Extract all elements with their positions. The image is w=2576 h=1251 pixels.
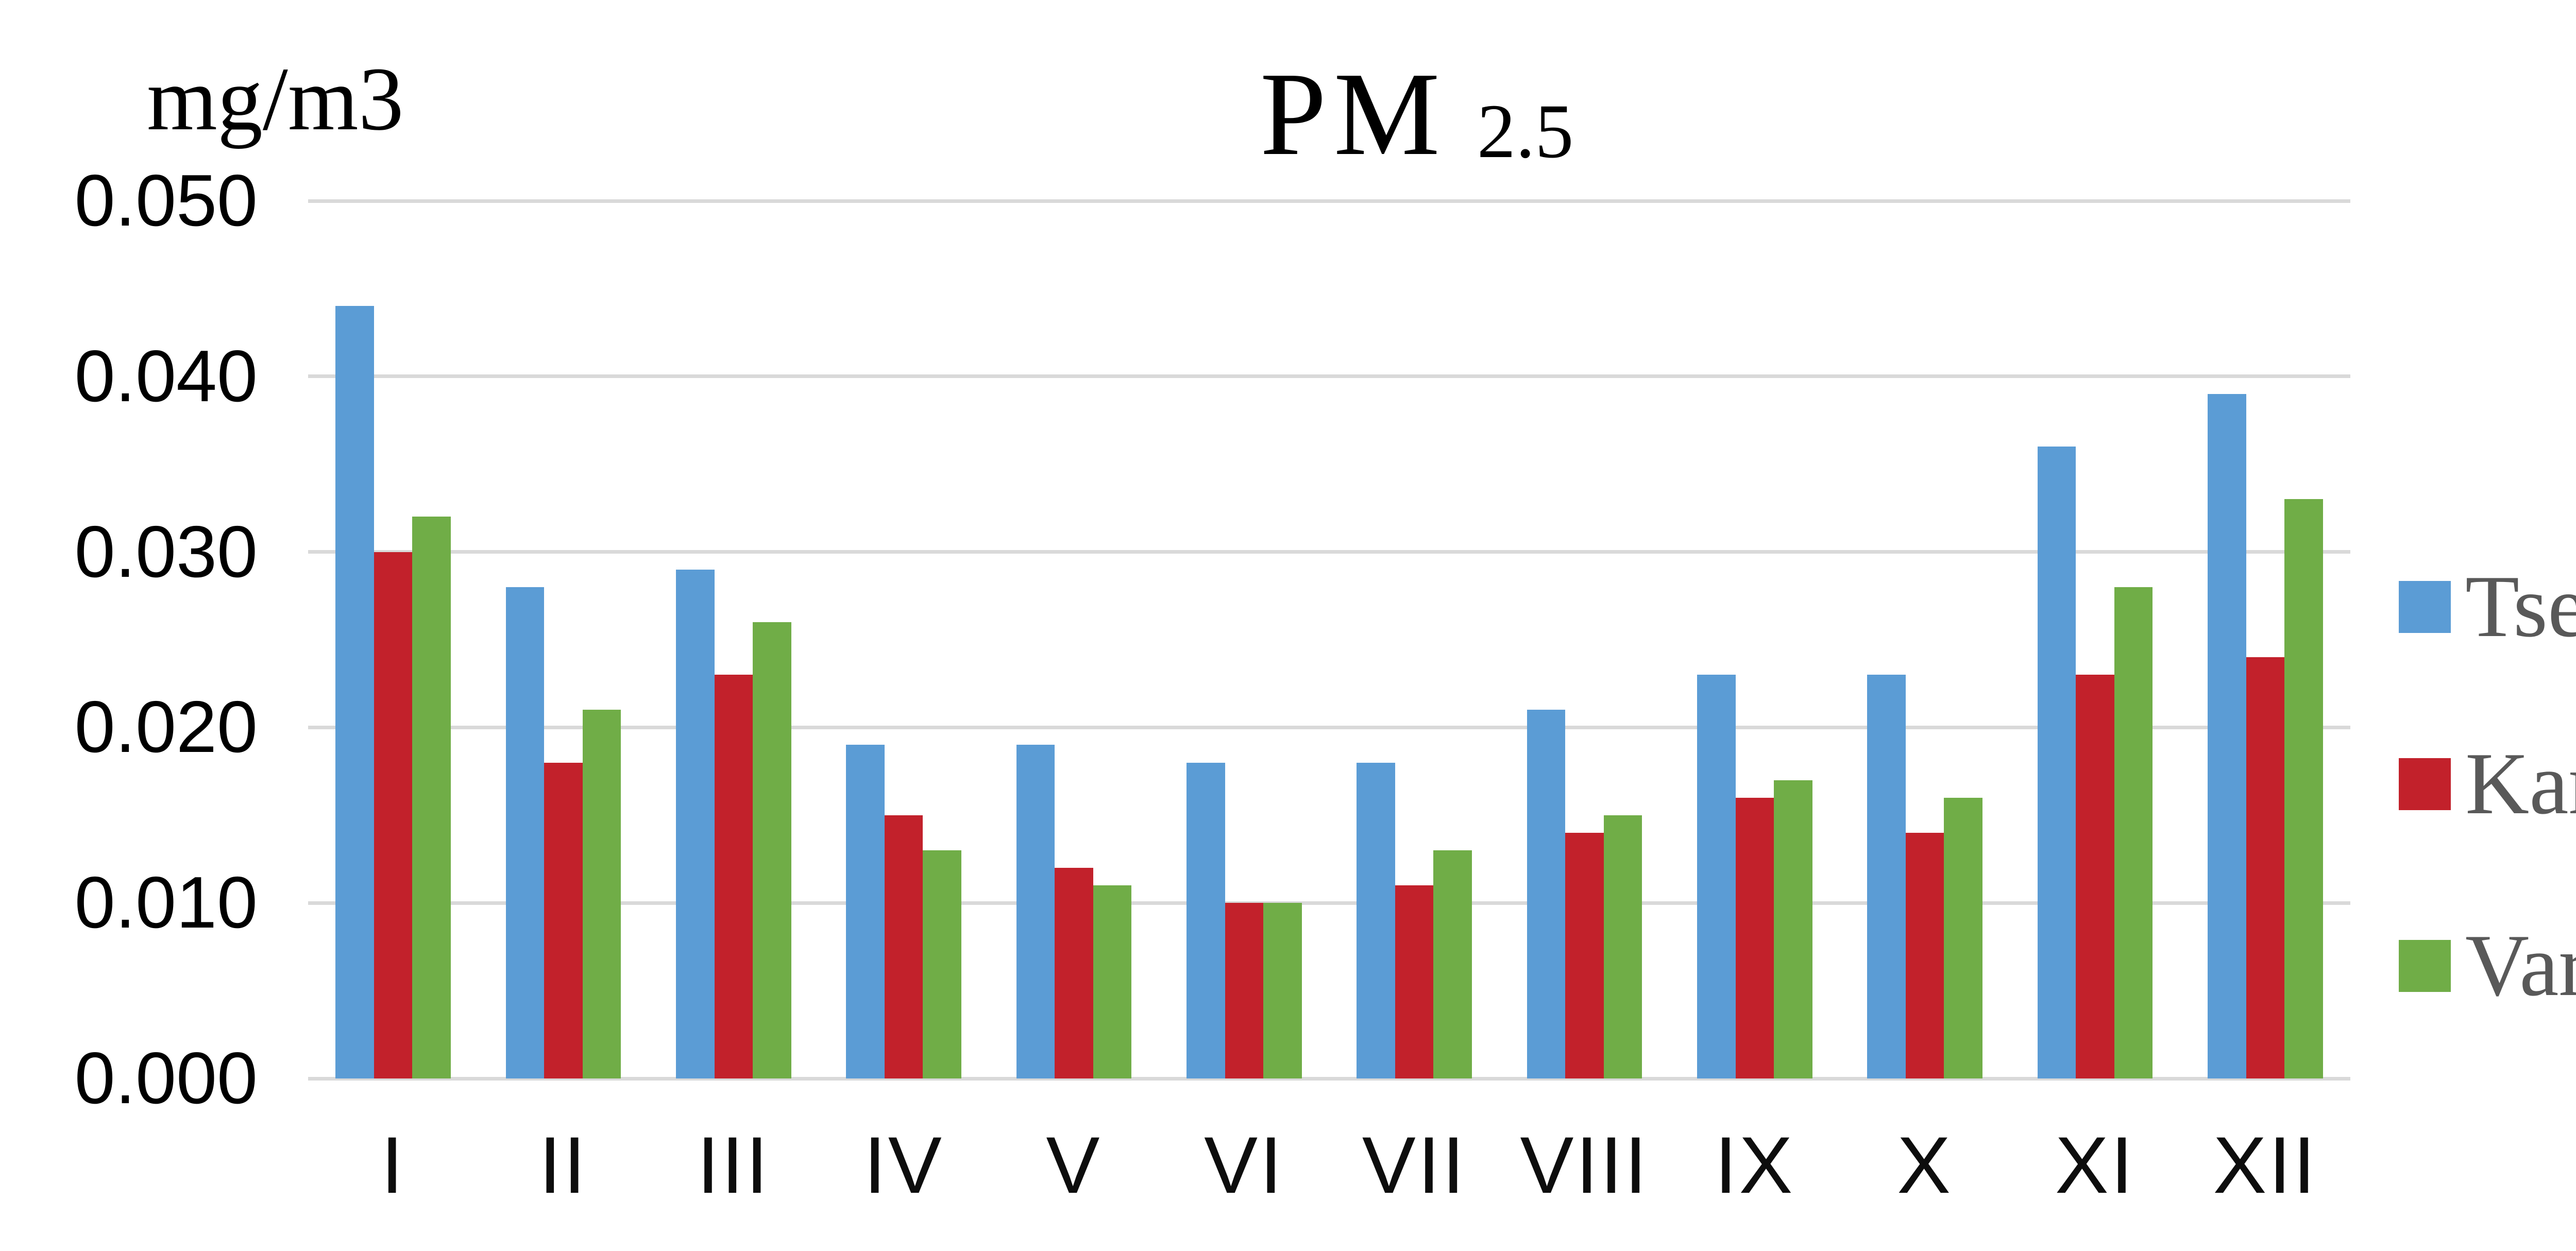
- bar-tsereteli-XII: [2208, 393, 2246, 1078]
- x-tick-label-IX: IX: [1715, 1121, 1795, 1210]
- legend-swatch-tsereteli: [2399, 580, 2451, 633]
- y-tick-label: 0.050: [74, 160, 258, 242]
- x-tick-label-X: X: [1897, 1121, 1953, 1210]
- bar-tsereteli-IV: [846, 745, 885, 1078]
- bar-varketili-IX: [1774, 780, 1812, 1078]
- bar-varketili-X: [1944, 797, 1982, 1078]
- legend-swatch-karzbegi: [2399, 758, 2451, 810]
- x-tick-label-V: V: [1046, 1121, 1102, 1210]
- x-tick-label-XII: XII: [2213, 1121, 2318, 1210]
- bar-varketili-II: [582, 710, 621, 1078]
- legend-swatch-varketili: [2399, 939, 2451, 992]
- bar-tsereteli-VIII: [1527, 710, 1566, 1078]
- x-tick-label-II: II: [539, 1121, 588, 1210]
- x-tick-label-VII: VII: [1362, 1121, 1467, 1210]
- chart-title-subscript: 2.5: [1477, 89, 1574, 174]
- bar-varketili-IV: [923, 850, 961, 1078]
- chart-title-main: PM: [1260, 48, 1447, 180]
- bar-karzbegi-IX: [1735, 797, 1774, 1078]
- gridline-0.000: [308, 1076, 2350, 1081]
- bar-tsereteli-I: [335, 306, 374, 1078]
- bar-tsereteli-III: [676, 569, 715, 1078]
- bar-varketili-III: [753, 622, 791, 1078]
- bar-tsereteli-X: [1867, 675, 1906, 1078]
- y-tick-label: 0.020: [74, 686, 258, 768]
- legend-item-tsereteli: Tsereteli: [2399, 555, 2576, 658]
- gridline-0.050: [308, 199, 2350, 203]
- bar-tsereteli-VI: [1187, 762, 1225, 1078]
- legend-label-varketili: Varketili: [2465, 916, 2576, 1015]
- bar-karzbegi-VII: [1395, 885, 1434, 1078]
- gridline-0.010: [308, 901, 2350, 905]
- bar-tsereteli-VII: [1357, 762, 1395, 1078]
- bar-karzbegi-IV: [884, 815, 923, 1078]
- gridline-0.020: [308, 725, 2350, 729]
- x-tick-label-IV: IV: [863, 1121, 944, 1210]
- bar-varketili-V: [1093, 885, 1132, 1078]
- bar-karzbegi-XI: [2076, 675, 2114, 1078]
- legend-item-varketili: Varketili: [2399, 914, 2576, 1017]
- bar-karzbegi-I: [374, 552, 413, 1078]
- x-tick-label-III: III: [697, 1121, 770, 1210]
- bar-varketili-VIII: [1603, 815, 1642, 1078]
- y-tick-label: 0.040: [74, 335, 258, 417]
- legend-label-karzbegi: Karzbegi: [2465, 734, 2576, 833]
- chart-title: PM 2.5: [0, 45, 2576, 183]
- bar-karzbegi-VI: [1225, 903, 1264, 1078]
- gridline-0.040: [308, 374, 2350, 379]
- bar-karzbegi-XII: [2246, 657, 2285, 1078]
- bar-karzbegi-III: [714, 675, 753, 1078]
- bar-varketili-VII: [1433, 850, 1472, 1078]
- bar-karzbegi-II: [544, 762, 583, 1078]
- x-tick-label-VI: VI: [1204, 1121, 1284, 1210]
- bar-tsereteli-V: [1016, 745, 1055, 1078]
- x-tick-label-XI: XI: [2055, 1121, 2136, 1210]
- x-tick-label-I: I: [381, 1121, 405, 1210]
- x-tick-label-VIII: VIII: [1520, 1121, 1649, 1210]
- bar-tsereteli-XI: [2037, 447, 2076, 1078]
- gridline-0.030: [308, 550, 2350, 554]
- legend-label-tsereteli: Tsereteli: [2465, 557, 2576, 656]
- bar-tsereteli-IX: [1697, 675, 1736, 1078]
- y-axis-unit-label: mg/m3: [147, 49, 404, 149]
- bar-tsereteli-II: [505, 587, 545, 1078]
- y-tick-label: 0.000: [74, 1037, 258, 1119]
- bar-karzbegi-X: [1905, 832, 1944, 1078]
- bar-karzbegi-VIII: [1565, 832, 1604, 1078]
- bar-varketili-I: [412, 517, 451, 1078]
- bar-varketili-XI: [2114, 587, 2153, 1078]
- bar-varketili-VI: [1263, 903, 1302, 1078]
- bar-karzbegi-V: [1055, 868, 1093, 1078]
- y-tick-label: 0.010: [74, 862, 258, 944]
- bar-varketili-XII: [2284, 499, 2323, 1078]
- y-tick-label: 0.030: [74, 510, 258, 593]
- legend-item-karzbegi: Karzbegi: [2399, 732, 2576, 835]
